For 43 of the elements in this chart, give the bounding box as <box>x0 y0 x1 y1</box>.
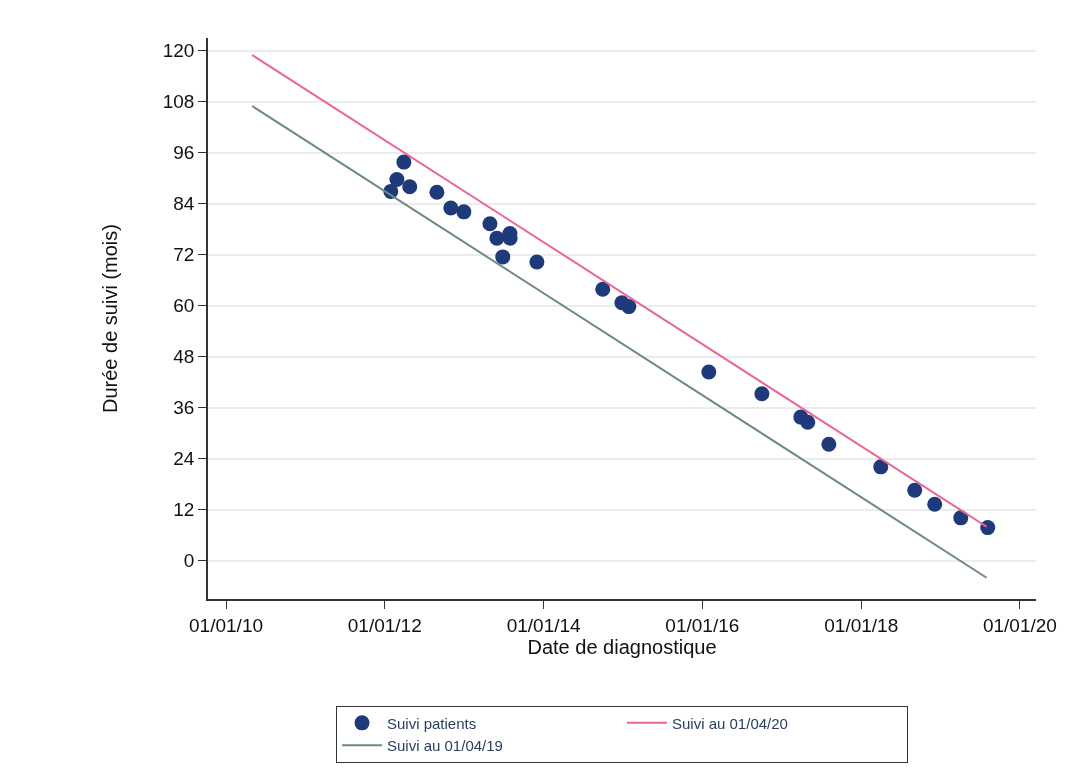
y-tick-label: 108 <box>162 91 195 113</box>
legend-label: Suivi patients <box>387 714 477 732</box>
x-tick-label: 01/01/18 <box>824 614 899 636</box>
point <box>873 459 889 475</box>
point <box>980 520 996 536</box>
point <box>754 386 770 402</box>
y-tick-label: 36 <box>173 397 195 419</box>
point <box>953 510 969 526</box>
point <box>495 249 511 265</box>
point <box>402 179 418 195</box>
x-tick-label: 01/01/14 <box>506 614 582 636</box>
x-tick-label: 01/01/10 <box>189 614 264 636</box>
point <box>595 281 611 297</box>
point <box>389 172 405 188</box>
point <box>621 299 637 315</box>
legend-label: Suivi au 01/04/19 <box>387 737 503 755</box>
point <box>529 254 545 270</box>
y-tick-label: 84 <box>173 193 195 215</box>
point <box>482 216 498 232</box>
point <box>396 154 412 170</box>
y-tick-label: 120 <box>162 40 195 62</box>
y-tick-label: 12 <box>173 499 195 521</box>
x-axis-title: Date de diagnostique <box>527 635 717 658</box>
point <box>429 184 445 200</box>
point <box>701 364 717 380</box>
point <box>456 204 472 220</box>
x-tick-label: 01/01/12 <box>347 614 422 636</box>
point <box>927 496 943 512</box>
x-tick-label: 01/01/20 <box>982 614 1057 636</box>
y-tick-label: 60 <box>173 295 195 317</box>
y-tick-label: 72 <box>173 244 195 266</box>
y-tick-label: 48 <box>173 346 195 368</box>
y-tick-label: 0 <box>183 550 195 572</box>
y-axis-title: Durée de suivi (mois) <box>98 224 121 413</box>
point <box>821 436 837 452</box>
point <box>489 230 505 246</box>
x-tick-label: 01/01/16 <box>665 614 740 636</box>
legend-label: Suivi au 01/04/20 <box>672 714 788 732</box>
y-tick-label: 24 <box>173 448 195 470</box>
point <box>443 200 459 216</box>
y-tick-label: 96 <box>173 142 195 164</box>
point <box>907 482 923 498</box>
point <box>800 414 816 430</box>
